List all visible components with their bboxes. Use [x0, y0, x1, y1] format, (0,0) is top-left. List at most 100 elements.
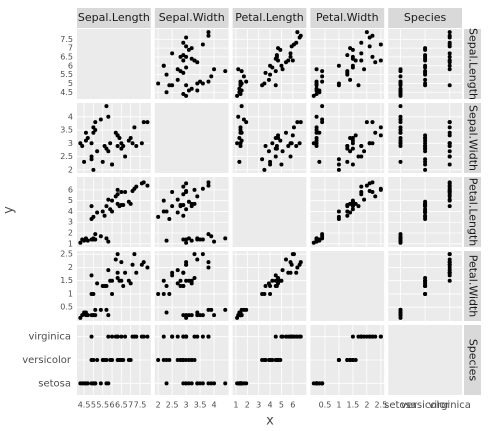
point	[184, 83, 189, 88]
point	[262, 291, 267, 296]
point	[119, 141, 124, 146]
point	[280, 67, 285, 72]
point	[239, 104, 244, 109]
point	[167, 358, 172, 362]
point	[314, 114, 319, 119]
point	[93, 232, 98, 237]
point	[164, 358, 169, 362]
point	[345, 358, 350, 362]
point	[181, 358, 186, 362]
point	[206, 183, 211, 188]
point	[398, 125, 403, 130]
point	[353, 133, 358, 138]
point	[200, 313, 205, 318]
x-axis-title: x	[266, 414, 274, 429]
point	[121, 284, 126, 288]
point	[423, 202, 428, 207]
point	[102, 143, 107, 148]
point	[141, 120, 146, 125]
point	[311, 93, 316, 98]
point	[447, 33, 452, 38]
point	[348, 77, 353, 82]
point	[276, 58, 281, 63]
point	[200, 334, 205, 339]
point	[119, 278, 124, 283]
point	[447, 204, 452, 209]
point	[132, 186, 137, 191]
point	[189, 381, 194, 386]
point	[164, 381, 169, 386]
point	[314, 67, 319, 72]
point	[378, 125, 383, 130]
point	[447, 265, 452, 270]
x-tick-label: 4.5	[78, 401, 91, 410]
point	[82, 310, 87, 315]
point	[447, 120, 452, 125]
point	[181, 313, 186, 318]
y-tick-label: 1.5	[60, 276, 73, 285]
point	[273, 83, 278, 88]
point	[447, 42, 452, 47]
point	[345, 202, 350, 207]
point	[298, 260, 303, 265]
point	[244, 79, 249, 84]
point	[423, 53, 428, 58]
point	[314, 138, 319, 143]
point	[119, 190, 124, 195]
point	[423, 213, 428, 218]
point	[359, 51, 364, 56]
y-tick-label: 1	[68, 239, 73, 248]
point	[164, 90, 169, 95]
point	[241, 117, 246, 122]
point	[130, 262, 135, 267]
point	[164, 209, 169, 214]
point	[336, 214, 341, 219]
y-tick-label: 2	[68, 165, 73, 174]
point	[239, 138, 244, 143]
point	[192, 334, 197, 339]
point	[115, 358, 120, 362]
point	[295, 30, 300, 35]
point	[270, 278, 275, 283]
point	[184, 65, 189, 70]
point	[126, 278, 131, 283]
point	[145, 334, 150, 339]
point	[123, 154, 128, 159]
y-tick-label: 6	[68, 185, 73, 194]
point	[290, 133, 295, 138]
point	[273, 154, 278, 159]
point	[364, 334, 369, 339]
point	[423, 167, 428, 172]
point	[398, 315, 403, 320]
strip	[464, 251, 481, 321]
point	[181, 334, 186, 339]
point	[115, 187, 120, 192]
point	[423, 70, 428, 75]
point	[398, 104, 403, 109]
point	[298, 334, 303, 339]
point	[239, 69, 244, 74]
point	[161, 198, 166, 203]
point	[200, 237, 205, 242]
point	[82, 238, 87, 243]
point	[184, 262, 189, 267]
point	[356, 154, 361, 159]
x-tick-label: 0.5	[319, 401, 332, 410]
point	[189, 358, 194, 362]
point	[184, 315, 189, 320]
point	[91, 214, 96, 219]
point	[156, 81, 161, 86]
point	[212, 313, 217, 318]
point	[181, 202, 186, 207]
point	[291, 334, 296, 339]
point	[362, 149, 367, 154]
point	[126, 358, 131, 362]
point	[278, 47, 283, 52]
point	[447, 194, 452, 199]
point	[198, 381, 203, 386]
point	[266, 77, 271, 82]
point	[320, 79, 325, 84]
point	[286, 143, 291, 148]
point	[336, 162, 341, 167]
point	[141, 260, 146, 265]
